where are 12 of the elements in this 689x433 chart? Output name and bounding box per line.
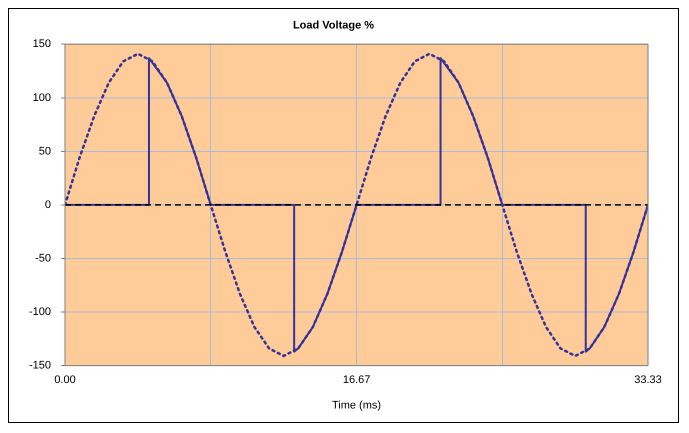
- y-tick-label: 100: [32, 92, 52, 104]
- y-tick-label: -150: [28, 360, 52, 372]
- y-tick-label: 50: [38, 145, 52, 158]
- x-tick-label: 0.00: [54, 374, 76, 386]
- y-tick-label: -50: [35, 252, 52, 264]
- x-axis-title: Time (ms): [332, 399, 382, 412]
- y-tick-label: 150: [32, 38, 52, 50]
- y-tick-label: -100: [28, 306, 52, 318]
- x-tick-label: 16.67: [342, 374, 370, 386]
- y-tick-label: 0: [44, 198, 52, 211]
- chart-title: Load Voltage %: [292, 20, 374, 32]
- x-tick-label: 33.33: [634, 374, 662, 386]
